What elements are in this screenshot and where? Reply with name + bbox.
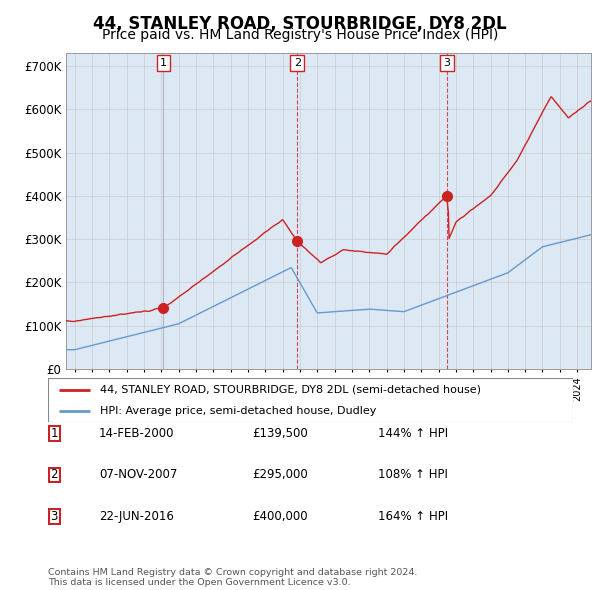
Text: 22-JUN-2016: 22-JUN-2016 [99,510,174,523]
Text: 44, STANLEY ROAD, STOURBRIDGE, DY8 2DL: 44, STANLEY ROAD, STOURBRIDGE, DY8 2DL [93,15,507,33]
Text: 144% ↑ HPI: 144% ↑ HPI [378,427,448,440]
Text: 3: 3 [443,58,450,68]
Text: £295,000: £295,000 [252,468,308,481]
Text: 1: 1 [50,427,58,440]
Text: 07-NOV-2007: 07-NOV-2007 [99,468,178,481]
Text: Contains HM Land Registry data © Crown copyright and database right 2024.
This d: Contains HM Land Registry data © Crown c… [48,568,418,587]
Text: HPI: Average price, semi-detached house, Dudley: HPI: Average price, semi-detached house,… [101,406,377,416]
Text: 108% ↑ HPI: 108% ↑ HPI [378,468,448,481]
Text: 164% ↑ HPI: 164% ↑ HPI [378,510,448,523]
Text: 2: 2 [50,468,58,481]
Text: 14-FEB-2000: 14-FEB-2000 [99,427,175,440]
Text: £139,500: £139,500 [252,427,308,440]
Text: Price paid vs. HM Land Registry's House Price Index (HPI): Price paid vs. HM Land Registry's House … [102,28,498,42]
Text: 2: 2 [294,58,301,68]
Text: £400,000: £400,000 [252,510,308,523]
Text: 1: 1 [160,58,167,68]
Text: 3: 3 [50,510,58,523]
Text: 44, STANLEY ROAD, STOURBRIDGE, DY8 2DL (semi-detached house): 44, STANLEY ROAD, STOURBRIDGE, DY8 2DL (… [101,385,482,395]
